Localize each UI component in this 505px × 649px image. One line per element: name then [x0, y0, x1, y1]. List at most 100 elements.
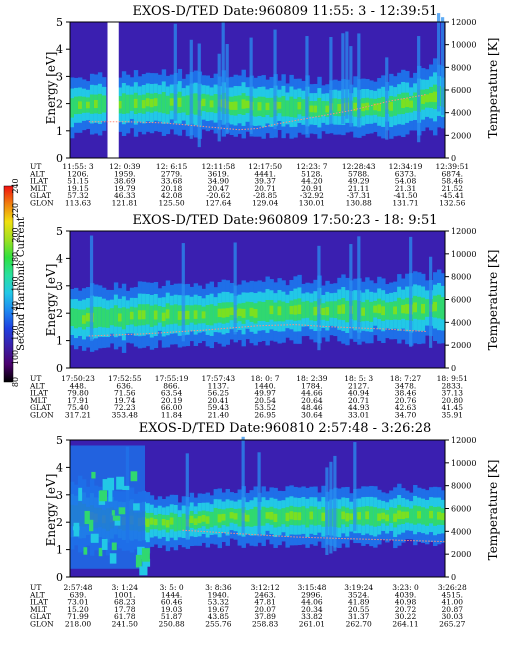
spectrum-streak	[357, 33, 361, 128]
table-cell: 20.72	[395, 605, 417, 614]
spectrum-core	[225, 508, 230, 527]
table-cell: 3:23: 0	[392, 583, 419, 592]
table-cell: 448.	[70, 381, 87, 390]
spectrum-core	[145, 304, 151, 325]
spectrum-streak	[417, 36, 421, 143]
spectrum-streak	[349, 46, 353, 127]
spectrum-core	[305, 508, 310, 528]
spectrum-peak	[289, 306, 294, 315]
spectrum-core	[293, 98, 298, 118]
spectrum-patch	[84, 510, 90, 524]
spectrum-peak	[381, 306, 386, 316]
spectrum-core	[165, 95, 171, 115]
spectrum-peak	[265, 102, 270, 111]
temperature-tick-label: 12000	[451, 436, 476, 445]
spectrum-streak	[345, 31, 349, 119]
table-cell: 18: 7:27	[390, 374, 422, 383]
spectrum-patch	[109, 553, 117, 564]
spectrum-peak	[285, 512, 290, 522]
spectrum-peak	[341, 304, 346, 314]
spectrum-peak	[93, 99, 99, 109]
spectrum-peak	[273, 513, 278, 523]
energy-tick-label: 3	[56, 489, 63, 502]
table-cell: 20.91	[301, 184, 322, 193]
spectrum-peak	[229, 512, 234, 519]
table-cell: 4515.	[442, 590, 463, 599]
energy-tick-label: 4	[56, 43, 63, 56]
panel-title: EXOS-D/TED Date:960810 2:57:48 - 3:26:28	[139, 421, 432, 436]
spectrum-core	[209, 511, 215, 528]
spectrum-core	[413, 92, 418, 111]
spectrum-peak	[269, 511, 274, 520]
spectrum-core	[245, 301, 250, 320]
table-cell: 44.06	[301, 598, 323, 607]
spectrum-patch	[102, 479, 109, 491]
spectrum-patch	[118, 507, 126, 515]
spectrum-core	[381, 96, 386, 117]
energy-tick-label: 4	[56, 252, 63, 265]
table-cell: 1444.	[161, 590, 182, 599]
spectrum-peak	[237, 308, 242, 317]
spectrum-peak	[233, 101, 238, 110]
spectrum-core	[185, 95, 191, 116]
table-cell: -37.31	[347, 191, 371, 200]
spectrum-patch	[91, 471, 96, 479]
colorbar-tick-label: 220	[11, 203, 20, 218]
temperature-axis-label: Temperature [K]	[486, 460, 500, 561]
spectrum-core	[329, 301, 334, 318]
table-cell: 33.82	[301, 612, 323, 621]
table-row-label: UT	[30, 583, 41, 592]
table-cell: 60.46	[161, 598, 183, 607]
energy-tick-label: 2	[56, 307, 63, 320]
table-cell: 6874.	[442, 169, 463, 178]
table-row-label: GLAT	[30, 191, 51, 200]
data-gap	[107, 22, 119, 158]
spectrum-core	[333, 98, 338, 116]
spectrum-peak	[265, 512, 270, 519]
spectrum-peak	[277, 306, 282, 316]
spectrum-core	[441, 297, 446, 320]
table-cell: 218.00	[65, 620, 91, 629]
spectrum-core	[149, 305, 155, 327]
table-cell: 72.23	[114, 403, 136, 412]
colorbar-swatch	[3, 185, 14, 383]
spectrum-streak	[441, 17, 445, 115]
energy-tick-label: 5	[56, 434, 63, 447]
table-cell: 17:57:43	[202, 374, 236, 383]
table-cell: 258.83	[252, 620, 278, 629]
spectrum-peak	[117, 101, 123, 109]
spectrum-core	[125, 94, 131, 114]
spectrum-peak	[417, 511, 422, 519]
spectrum-streak	[305, 36, 309, 135]
energy-tick-label: 1	[56, 335, 63, 348]
spectrum-peak	[353, 102, 358, 112]
table-cell: 38.69	[114, 177, 136, 186]
temperature-tick-label: 12000	[451, 227, 476, 236]
table-cell: 54.08	[395, 177, 417, 186]
table-cell: 20.47	[208, 184, 230, 193]
table-cell: 113.63	[65, 199, 91, 208]
spectrum-streak	[437, 13, 441, 112]
table-row-label: GLAT	[30, 403, 51, 412]
temperature-axis-label: Temperature [K]	[486, 38, 500, 139]
table-cell: 3619.	[208, 169, 229, 178]
spectrum-peak	[361, 307, 366, 316]
spectrum-peak	[129, 311, 135, 320]
spectrum-streak	[241, 436, 245, 535]
spectrum-streak	[317, 245, 321, 351]
table-cell: 19.03	[161, 605, 183, 614]
spectrum-core	[281, 301, 286, 322]
table-cell: 3:12:12	[251, 583, 280, 592]
spectrum-peak	[309, 511, 314, 520]
spectrum-core	[433, 506, 438, 526]
spectrum-core	[81, 96, 87, 113]
table-row-label: GLON	[30, 411, 54, 420]
table-cell: 79.80	[67, 389, 89, 398]
temperature-tick-label: 2000	[451, 131, 471, 140]
table-cell: 12: 6:15	[156, 162, 188, 171]
table-cell: 18: 0: 7	[251, 374, 280, 383]
spectrum-core	[397, 297, 402, 320]
spectrum-peak	[217, 308, 222, 318]
table-row-label: ILAT	[30, 598, 48, 607]
